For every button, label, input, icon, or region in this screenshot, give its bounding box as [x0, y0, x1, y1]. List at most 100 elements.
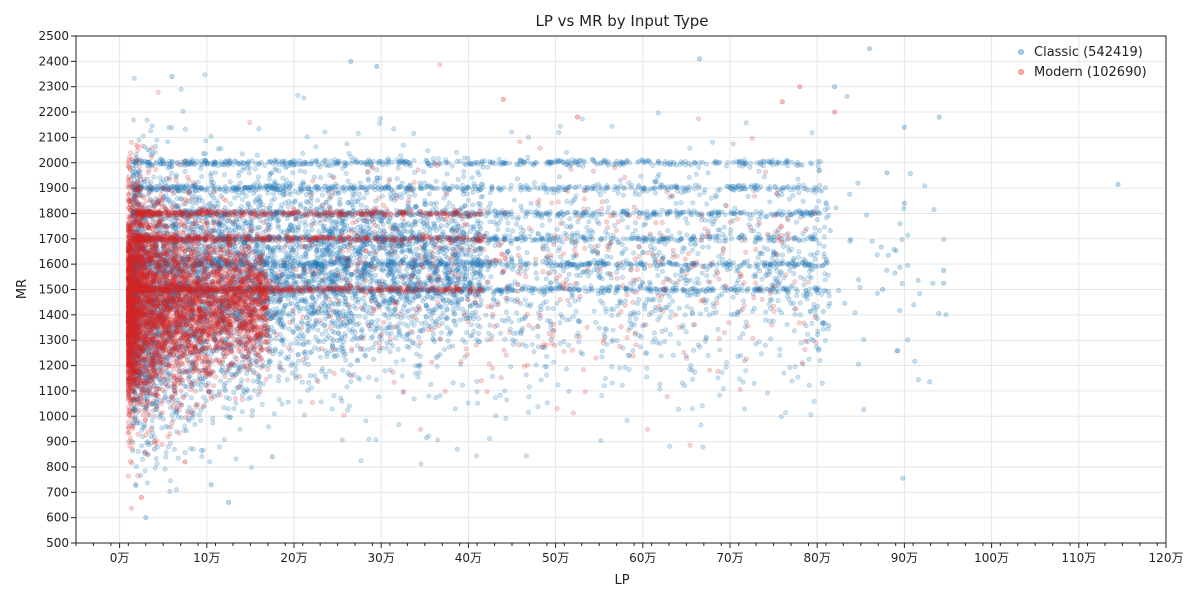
scatter-point — [288, 237, 294, 243]
scatter-point — [266, 235, 272, 241]
scatter-point — [475, 400, 481, 406]
scatter-point — [503, 309, 509, 315]
scatter-point — [266, 424, 272, 430]
scatter-point — [344, 384, 350, 390]
scatter-point — [750, 291, 756, 297]
scatter-point — [472, 300, 478, 306]
scatter-point — [564, 149, 570, 155]
scatter-point — [304, 134, 310, 140]
scatter-point — [452, 406, 458, 412]
scatter-point — [693, 280, 699, 286]
scatter-point — [636, 297, 642, 303]
scatter-point — [787, 284, 793, 290]
scatter-point — [182, 423, 188, 429]
scatter-point — [619, 209, 625, 215]
scatter-point — [391, 197, 397, 203]
scatter-point — [487, 190, 493, 196]
scatter-point — [318, 399, 324, 405]
scatter-point — [566, 271, 572, 277]
scatter-point — [787, 267, 793, 273]
scatter-point — [644, 365, 650, 371]
scatter-point — [808, 412, 814, 418]
scatter-point — [440, 310, 446, 316]
scatter-point — [349, 348, 355, 354]
scatter-point — [816, 198, 822, 204]
scatter-point — [277, 351, 283, 357]
scatter-point — [505, 220, 511, 226]
scatter-point — [227, 179, 233, 185]
scatter-point — [539, 235, 545, 241]
scatter-point — [401, 304, 407, 310]
scatter-point — [598, 236, 604, 242]
scatter-point — [527, 234, 533, 240]
scatter-point — [298, 254, 304, 260]
scatter-point — [411, 158, 417, 164]
scatter-point — [132, 346, 138, 352]
scatter-point — [441, 195, 447, 201]
scatter-point — [575, 219, 581, 225]
scatter-point — [356, 313, 362, 319]
scatter-point — [222, 172, 228, 178]
scatter-point — [612, 223, 618, 229]
scatter-point — [378, 158, 384, 164]
scatter-point — [691, 347, 697, 353]
scatter-point — [315, 327, 321, 333]
scatter-point — [462, 155, 468, 161]
scatter-point — [404, 293, 410, 299]
scatter-point — [516, 317, 522, 323]
scatter-point — [768, 336, 774, 342]
scatter-point — [372, 272, 378, 278]
scatter-point — [210, 415, 216, 421]
scatter-point — [615, 303, 621, 309]
scatter-point — [696, 192, 702, 198]
scatter-point — [262, 163, 268, 169]
scatter-point — [498, 216, 504, 222]
scatter-point — [820, 326, 826, 332]
scatter-point — [632, 191, 638, 197]
scatter-point — [819, 291, 825, 297]
scatter-point — [306, 379, 312, 385]
scatter-point — [277, 186, 283, 192]
scatter-point — [303, 250, 309, 256]
scatter-point — [672, 272, 678, 278]
scatter-point — [277, 360, 283, 366]
scatter-point — [557, 340, 563, 346]
scatter-point — [171, 446, 177, 452]
scatter-point — [677, 230, 683, 236]
scatter-point — [485, 164, 491, 170]
scatter-point — [547, 217, 553, 223]
scatter-point — [240, 197, 246, 203]
scatter-point — [511, 197, 517, 203]
scatter-point — [135, 296, 141, 302]
scatter-point — [246, 170, 252, 176]
scatter-point — [626, 367, 632, 373]
scatter-point — [763, 309, 769, 315]
scatter-point — [139, 427, 145, 433]
scatter-point — [653, 190, 659, 196]
scatter-point — [504, 215, 510, 221]
scatter-point — [169, 170, 175, 176]
scatter-point — [165, 316, 171, 322]
scatter-point — [444, 325, 450, 331]
scatter-point — [350, 326, 356, 332]
scatter-point — [753, 341, 759, 347]
scatter-point — [317, 175, 323, 181]
scatter-point — [454, 446, 460, 452]
scatter-point — [130, 117, 136, 123]
scatter-point — [795, 185, 801, 191]
scatter-point — [369, 288, 375, 294]
scatter-point — [465, 184, 471, 190]
scatter-point — [821, 224, 827, 230]
chart-title: LP vs MR by Input Type — [536, 12, 709, 30]
scatter-point — [284, 377, 290, 383]
scatter-point — [470, 202, 476, 208]
scatter-point — [231, 405, 237, 411]
scatter-point — [337, 244, 343, 250]
scatter-point — [323, 328, 329, 334]
scatter-point — [302, 169, 308, 175]
scatter-point — [154, 137, 160, 143]
scatter-point — [467, 228, 473, 234]
scatter-point — [391, 126, 397, 132]
scatter-point — [405, 221, 411, 227]
scatter-point — [596, 221, 602, 227]
